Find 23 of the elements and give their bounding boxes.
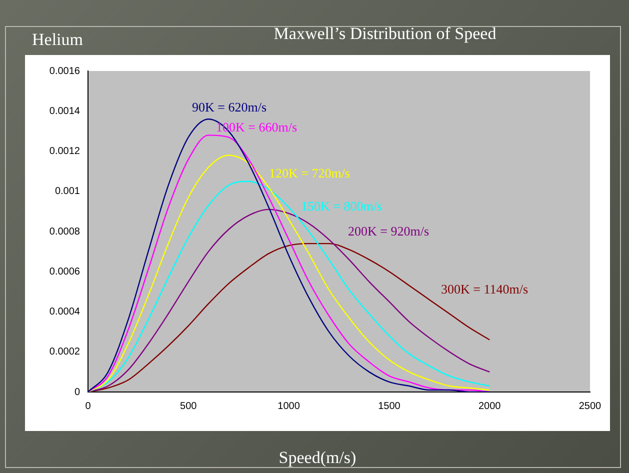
y-tick-label: 0.0004 bbox=[49, 306, 80, 318]
y-tick-label: 0.0002 bbox=[49, 346, 80, 358]
x-tick-label: 1000 bbox=[278, 400, 300, 412]
series-label: 200K = 920m/s bbox=[348, 223, 430, 238]
x-axis-title: Speed(m/s) bbox=[278, 448, 358, 468]
x-tick-label: 2000 bbox=[478, 400, 502, 412]
y-tick-label: 0.0016 bbox=[49, 66, 80, 77]
series-label: 120K = 720m/s bbox=[269, 165, 350, 180]
y-tick-label: 0.0006 bbox=[49, 266, 80, 278]
y-tick-label: 0.001 bbox=[54, 186, 80, 198]
x-tick-label: 500 bbox=[180, 400, 198, 412]
series-label: 90K = 620m/s bbox=[192, 99, 267, 114]
series-label: 300K = 1140m/s bbox=[441, 281, 528, 296]
chart-subtitle: Helium bbox=[32, 30, 83, 50]
chart-title: Maxwell’s Distribution of Speed bbox=[272, 24, 498, 44]
x-tick-label: 2500 bbox=[578, 400, 602, 412]
y-tick-label: 0.0008 bbox=[49, 226, 80, 238]
x-tick-label: 0 bbox=[85, 400, 92, 412]
series-label: 150K = 800m/s bbox=[301, 198, 382, 214]
y-tick-label: 0 bbox=[74, 386, 80, 398]
y-tick-label: 0.0014 bbox=[49, 106, 80, 117]
x-tick-label: 1500 bbox=[378, 400, 401, 412]
y-tick-label: 0.0012 bbox=[49, 146, 80, 157]
